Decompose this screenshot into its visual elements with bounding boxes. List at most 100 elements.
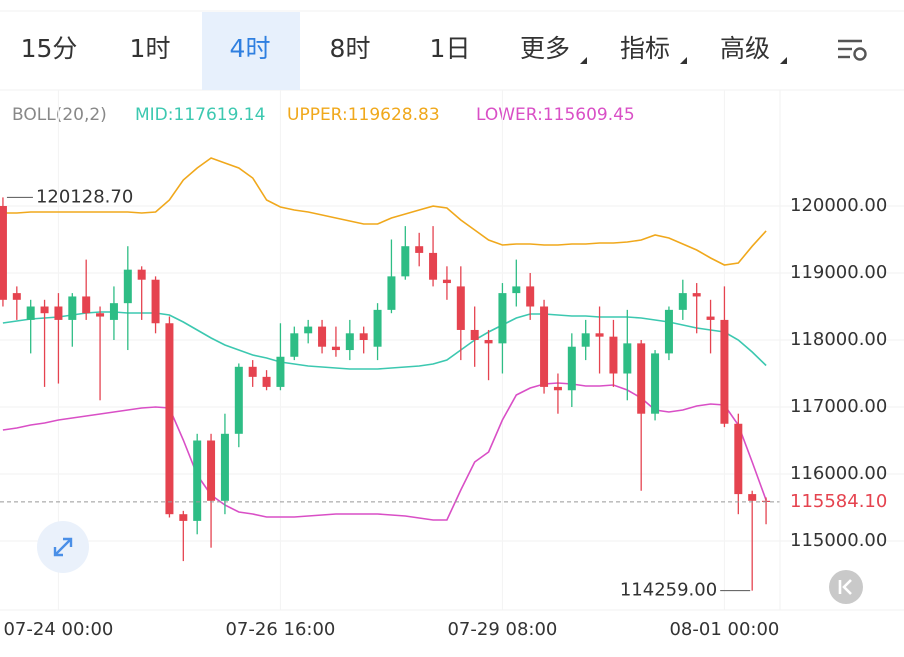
tab[interactable]: 更多 [520, 34, 587, 64]
y-tick-label: 119000.00 [790, 262, 887, 283]
candle-body [331, 346, 340, 351]
legend-entry: UPPER:119628.83 [287, 105, 440, 125]
tab[interactable]: 4时 [202, 12, 300, 90]
candle-body [470, 329, 479, 341]
x-tick-label: 07-26 16:00 [225, 619, 335, 640]
last-price-label: 115584.10 [790, 491, 887, 512]
x-tick-label: 08-01 00:00 [669, 619, 779, 640]
tab[interactable]: 8时 [330, 34, 371, 63]
tab[interactable]: 1日 [430, 34, 471, 63]
candle-body [26, 306, 35, 320]
legend-entry: MID:117619.14 [135, 105, 265, 125]
candle-body [109, 303, 118, 320]
dropdown-caret [680, 57, 687, 64]
candle-body [664, 309, 673, 354]
last-price-box [782, 489, 894, 514]
candle-body [179, 514, 188, 521]
candle-body [137, 269, 146, 280]
legend-entry: LOWER:115609.45 [476, 105, 635, 125]
button-bg [829, 570, 863, 604]
candle-body [442, 279, 451, 284]
candle-body [637, 343, 646, 414]
candle-body [609, 336, 618, 374]
settings-icon[interactable] [838, 39, 867, 61]
tab-label: 4时 [230, 34, 271, 63]
extreme-marker-label: 120128.70 [36, 186, 133, 207]
candle-body [498, 293, 507, 344]
candle-body [318, 326, 327, 347]
candle-body [651, 353, 660, 414]
candle-body [401, 246, 410, 277]
candle-body [553, 386, 562, 391]
candle-body [165, 323, 174, 515]
candle-body [234, 366, 243, 434]
candle-body [12, 293, 21, 300]
candle-body [220, 433, 229, 501]
candle-body [720, 319, 729, 424]
x-tick-label: 07-29 08:00 [447, 619, 557, 640]
candle-body [706, 316, 715, 320]
tab[interactable]: 1时 [130, 34, 171, 63]
y-tick-label: 116000.00 [790, 463, 887, 484]
candle-body [54, 306, 63, 320]
candle-body [359, 333, 368, 341]
candle-body [387, 276, 396, 310]
tab-label: 高级 [720, 34, 770, 63]
candle-body [123, 269, 132, 304]
candle-body [567, 346, 576, 391]
candle-body [0, 206, 7, 300]
tab[interactable]: 指标 [620, 34, 687, 64]
dropdown-caret [780, 57, 787, 64]
scroll-latest-button[interactable] [829, 570, 863, 604]
candle-body [345, 333, 354, 351]
tab-label: 8时 [330, 34, 371, 63]
candle-body [429, 252, 438, 280]
candle-body [276, 356, 285, 387]
candle-body [484, 340, 493, 344]
latest-icon [838, 579, 852, 595]
tab-label: 1时 [130, 34, 171, 63]
candle-body [512, 286, 521, 294]
dropdown-caret [580, 57, 587, 64]
y-tick-label: 118000.00 [790, 329, 887, 350]
tab-highlight [202, 12, 300, 90]
candle-body [68, 296, 77, 320]
y-tick-label: 115000.00 [790, 530, 887, 551]
candle-body [623, 343, 632, 374]
indicator-name: BOLL(20,2) [12, 105, 107, 125]
tab-label: 15分 [21, 34, 78, 63]
tab-label: 指标 [620, 34, 670, 63]
tab[interactable]: 高级 [720, 34, 787, 64]
candle-body [734, 423, 743, 495]
plot: 115000.00 116000.00 117000.00 118000.00 1190… [0, 90, 904, 640]
candle-body [595, 333, 604, 337]
tab[interactable]: 15分 [21, 34, 78, 63]
tab-label: 更多 [520, 34, 570, 63]
candle-body [40, 306, 49, 314]
candle-body [82, 296, 91, 314]
boll-line [2, 311, 767, 370]
candle-body [373, 309, 382, 347]
candle-body [748, 494, 757, 501]
candle-body [581, 333, 590, 347]
expand-button[interactable] [37, 521, 89, 573]
candle-body [526, 286, 535, 307]
x-tick-label: 07-24 00:00 [3, 619, 113, 640]
y-tick-label: 117000.00 [790, 396, 887, 417]
expand-icon [53, 537, 73, 557]
candle-body [193, 440, 202, 521]
candle-body [304, 326, 313, 334]
indicator-legend: BOLL(20,2) MID:117619.14 UPPER:119628.83 LO… [12, 105, 635, 125]
timeframe-tabs: 15分 1时 4时 8时 1日 更多 指标 高级 [21, 12, 787, 90]
y-tick-label: 120000.00 [790, 195, 887, 216]
candle-body [151, 279, 160, 324]
icon-gear [853, 47, 867, 61]
candle-body [456, 286, 465, 330]
candle-body [96, 313, 105, 317]
candle-body [540, 306, 549, 387]
candle-body [248, 366, 257, 377]
candle-body [678, 293, 687, 310]
candle-body [262, 376, 271, 387]
